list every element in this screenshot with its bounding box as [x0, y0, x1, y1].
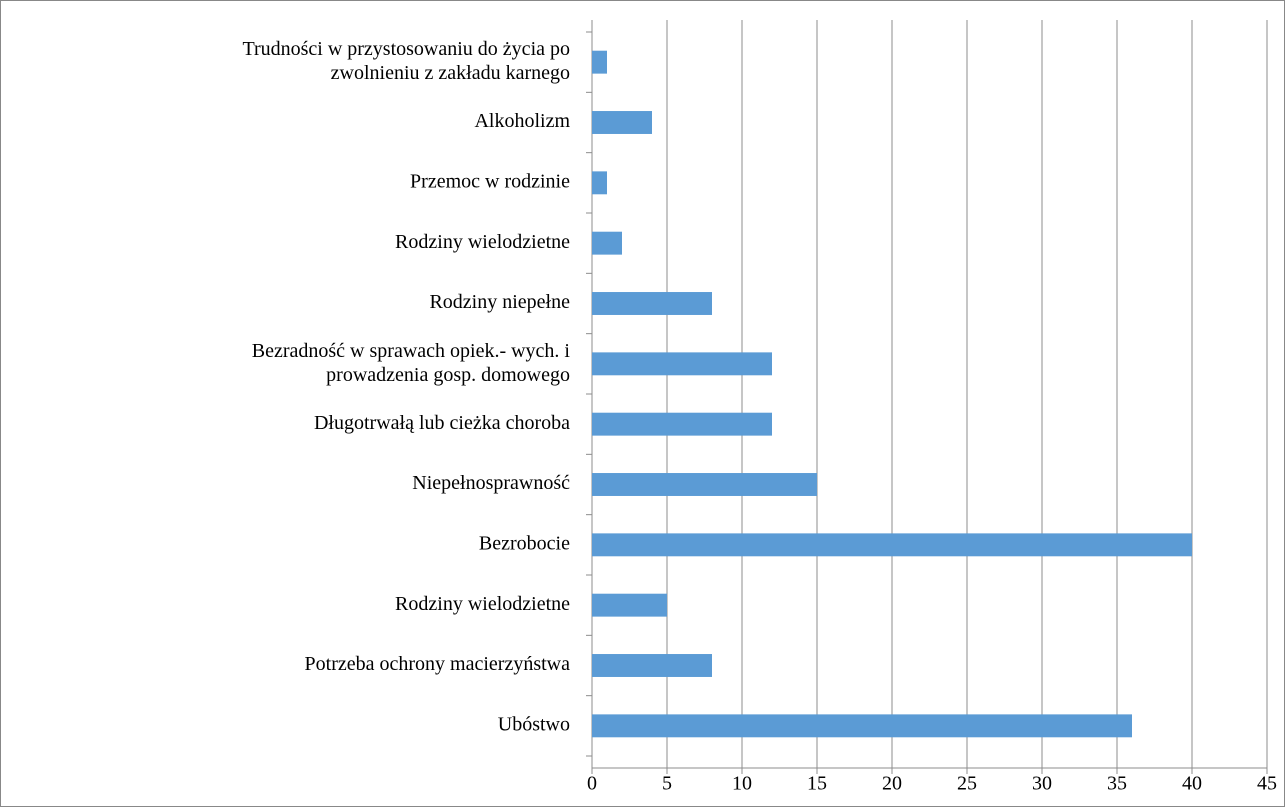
y-tick-label: Przemoc w rodzinie [410, 170, 570, 192]
bar [592, 593, 667, 617]
bar [592, 111, 652, 134]
bar [592, 654, 712, 677]
bar [592, 171, 607, 195]
x-tick-label: 30 [1032, 773, 1052, 795]
y-tick-label: Długotrwałą lub cieżka choroba [314, 412, 570, 434]
bar [592, 473, 817, 496]
bar [592, 352, 772, 376]
y-tick-label: Rodziny wielodzietne [395, 593, 570, 615]
y-tick-label: Ubóstwo [498, 713, 570, 735]
y-tick-label: Bezrobocie [479, 532, 570, 554]
x-tick-label: 35 [1107, 773, 1127, 795]
x-tick-label: 10 [732, 773, 752, 795]
y-tick-label: Alkoholizm [474, 110, 570, 132]
x-tick-label: 45 [1257, 773, 1277, 795]
x-tick-label: 25 [957, 773, 977, 795]
y-tick-label: Niepełnosprawność [412, 472, 570, 494]
y-tick-label: Potrzeba ochrony macierzyństwa [305, 653, 571, 675]
bar [592, 50, 607, 74]
bar [592, 412, 772, 436]
x-tick-label: 20 [882, 773, 902, 795]
x-tick-label: 0 [587, 773, 597, 795]
bar [592, 292, 712, 315]
y-tick-label: Rodziny niepełne [429, 291, 570, 313]
bar [592, 714, 1132, 738]
x-tick-label: 40 [1182, 773, 1202, 795]
y-tick-label: Bezradność w sprawach opiek.- wych. i pro… [252, 339, 571, 385]
x-tick-label: 15 [807, 773, 827, 795]
y-tick-label: Rodziny wielodzietne [395, 231, 570, 253]
x-tick-label: 5 [662, 773, 672, 795]
bar [592, 533, 1192, 557]
bar [592, 231, 622, 255]
y-tick-label: Trudności w przystosowaniu do życia po zw… [242, 38, 570, 84]
